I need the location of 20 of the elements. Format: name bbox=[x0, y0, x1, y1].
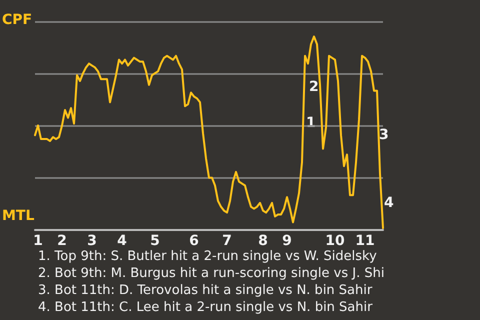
x-tick-label: 5 bbox=[150, 233, 160, 249]
x-tick-label: 10 bbox=[325, 233, 345, 249]
x-tick-label: 4 bbox=[117, 233, 128, 249]
text: 3. Bot 11th: D. Terovolas hit a single vs N. bin Sahir bbox=[38, 282, 374, 299]
x-tick-label: 9 bbox=[282, 233, 292, 249]
x-tick-label: 3 bbox=[87, 233, 97, 249]
annotation: 2 bbox=[309, 79, 319, 95]
text: 4. Bot 11th: C. Lee hit a 2-run single vs N. bin Sahir bbox=[38, 299, 374, 316]
x-tick-label: 8 bbox=[258, 233, 268, 249]
x-tick-label: 7 bbox=[222, 233, 232, 249]
text: 2. Bot 9th: M. Burgus hit a run-scoring single vs J. Shi bbox=[38, 265, 384, 282]
x-tick-label: 1 bbox=[33, 233, 43, 249]
text: MTL bbox=[2, 208, 34, 224]
x-tick-label: 11 bbox=[355, 233, 375, 249]
text: CPF bbox=[2, 12, 32, 28]
annotation: 3 bbox=[379, 127, 389, 143]
text: 4 bbox=[384, 195, 394, 211]
text: 1. Top 9th: S. Butler hit a 2-run single vs W. Sidelsky bbox=[38, 248, 378, 265]
x-tick-label: 2 bbox=[57, 233, 67, 249]
x-tick-label: 6 bbox=[189, 233, 199, 249]
